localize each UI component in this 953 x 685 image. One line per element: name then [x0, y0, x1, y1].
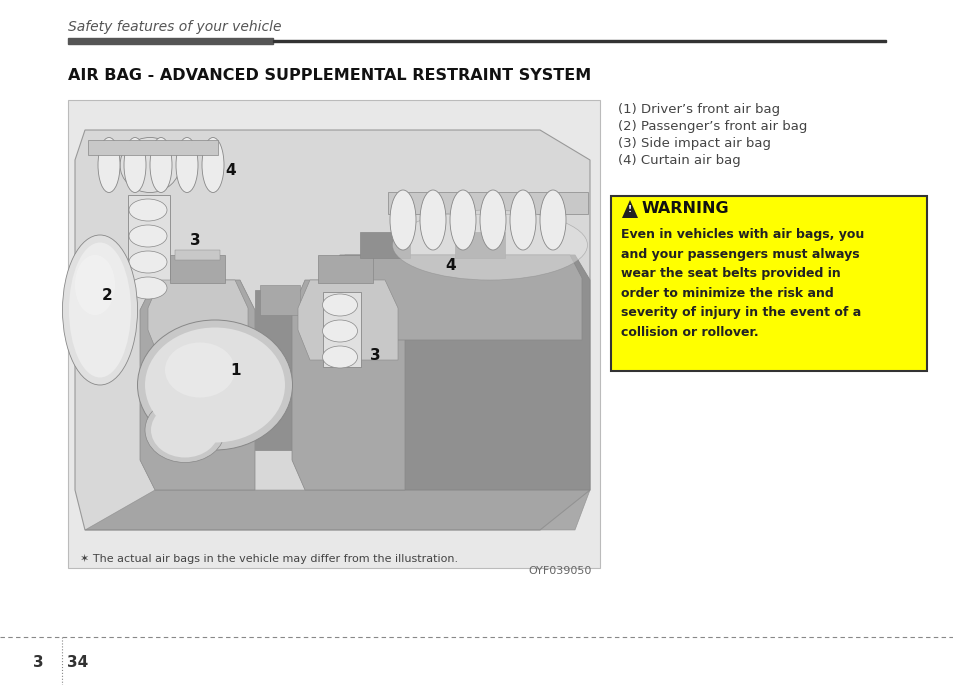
Ellipse shape — [322, 346, 357, 368]
Bar — [388, 192, 587, 214]
Bar — [317, 255, 373, 283]
Ellipse shape — [322, 320, 357, 342]
Ellipse shape — [175, 138, 198, 192]
Text: AIR BAG - ADVANCED SUPPLEMENTAL RESTRAINT SYSTEM: AIR BAG - ADVANCED SUPPLEMENTAL RESTRAIN… — [68, 68, 591, 83]
Text: WARNING: WARNING — [641, 201, 729, 216]
Ellipse shape — [450, 190, 476, 250]
Bar — [68, 100, 599, 568]
Text: 3: 3 — [370, 348, 380, 363]
Bar — [174, 250, 220, 260]
Ellipse shape — [479, 190, 505, 250]
Text: 4: 4 — [225, 163, 235, 178]
Ellipse shape — [392, 210, 587, 280]
Polygon shape — [332, 255, 581, 340]
Text: severity of injury in the event of a: severity of injury in the event of a — [620, 306, 861, 319]
Ellipse shape — [129, 225, 167, 247]
Text: 34: 34 — [68, 655, 89, 670]
Text: ✶ The actual air bags in the vehicle may differ from the illustration.: ✶ The actual air bags in the vehicle may… — [80, 554, 457, 564]
Ellipse shape — [510, 190, 536, 250]
Text: Even in vehicles with air bags, you: Even in vehicles with air bags, you — [620, 228, 863, 241]
Text: collision or rollover.: collision or rollover. — [620, 325, 758, 338]
Ellipse shape — [129, 199, 167, 221]
Bar — [359, 232, 410, 258]
Ellipse shape — [165, 342, 234, 397]
Ellipse shape — [151, 403, 219, 458]
Bar — [88, 140, 218, 155]
Ellipse shape — [322, 294, 357, 316]
Ellipse shape — [120, 138, 180, 192]
Text: Safety features of your vehicle: Safety features of your vehicle — [68, 20, 281, 34]
Text: (2) Passenger’s front air bag: (2) Passenger’s front air bag — [618, 120, 806, 133]
Ellipse shape — [69, 242, 131, 377]
Bar — [254, 290, 305, 450]
Text: (4) Curtain air bag: (4) Curtain air bag — [618, 154, 740, 167]
Ellipse shape — [150, 138, 172, 192]
Bar — [68, 38, 273, 44]
Ellipse shape — [63, 235, 137, 385]
Text: 3: 3 — [190, 233, 200, 248]
Bar — [260, 285, 299, 315]
Polygon shape — [85, 490, 589, 530]
Bar — [128, 195, 170, 295]
Ellipse shape — [129, 251, 167, 273]
Text: 2: 2 — [102, 288, 112, 303]
Ellipse shape — [137, 320, 293, 450]
Text: and your passengers must always: and your passengers must always — [620, 247, 859, 260]
Ellipse shape — [129, 277, 167, 299]
Polygon shape — [297, 280, 397, 360]
Bar — [323, 292, 360, 367]
Ellipse shape — [98, 138, 120, 192]
Ellipse shape — [419, 190, 446, 250]
Text: 4: 4 — [444, 258, 456, 273]
Text: (3) Side impact air bag: (3) Side impact air bag — [618, 137, 770, 150]
Polygon shape — [621, 200, 638, 218]
Polygon shape — [325, 255, 589, 490]
Text: !: ! — [627, 205, 632, 214]
Ellipse shape — [539, 190, 565, 250]
Bar — [610, 196, 926, 371]
Ellipse shape — [202, 138, 224, 192]
Ellipse shape — [75, 255, 115, 315]
Polygon shape — [140, 280, 254, 490]
Bar — [170, 255, 225, 283]
Text: 1: 1 — [230, 363, 240, 378]
Polygon shape — [292, 280, 405, 490]
Text: (1) Driver’s front air bag: (1) Driver’s front air bag — [618, 103, 780, 116]
Text: 3: 3 — [32, 655, 43, 670]
Ellipse shape — [145, 397, 225, 462]
Text: order to minimize the risk and: order to minimize the risk and — [620, 286, 833, 299]
Ellipse shape — [145, 327, 285, 443]
Ellipse shape — [124, 138, 146, 192]
Text: wear the seat belts provided in: wear the seat belts provided in — [620, 267, 840, 280]
Bar — [455, 232, 504, 258]
Polygon shape — [75, 130, 589, 530]
Bar — [273, 40, 885, 42]
Ellipse shape — [390, 190, 416, 250]
Polygon shape — [148, 280, 248, 360]
Text: OYF039050: OYF039050 — [528, 566, 592, 576]
